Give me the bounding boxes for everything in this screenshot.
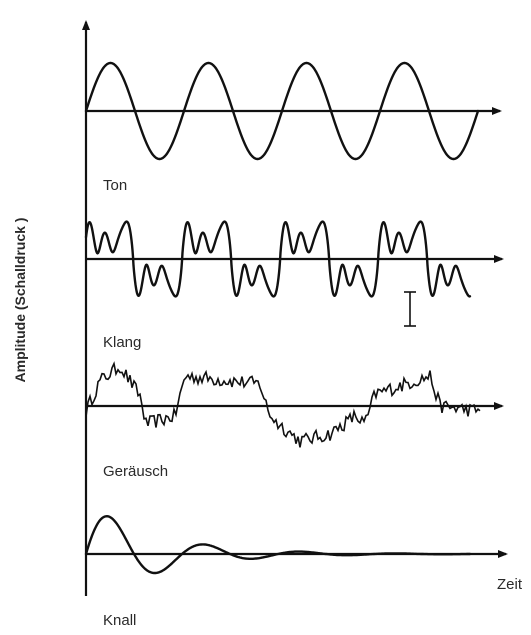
x-axis-label: Zeit xyxy=(497,576,523,593)
knall-impulse-wave xyxy=(84,515,472,575)
label-knall: Knall xyxy=(103,612,136,629)
period-bracket-marker xyxy=(404,291,416,327)
label-geraeusch: Geräusch xyxy=(103,463,168,480)
y-axis-label: Amplitude (Schalldruck ) xyxy=(12,218,28,383)
label-klang: Klang xyxy=(103,334,141,351)
klang-complex-wave xyxy=(84,220,472,298)
geraeusch-noise-wave xyxy=(85,361,481,448)
ton-sine-wave xyxy=(84,61,480,161)
label-ton: Ton xyxy=(103,177,127,194)
